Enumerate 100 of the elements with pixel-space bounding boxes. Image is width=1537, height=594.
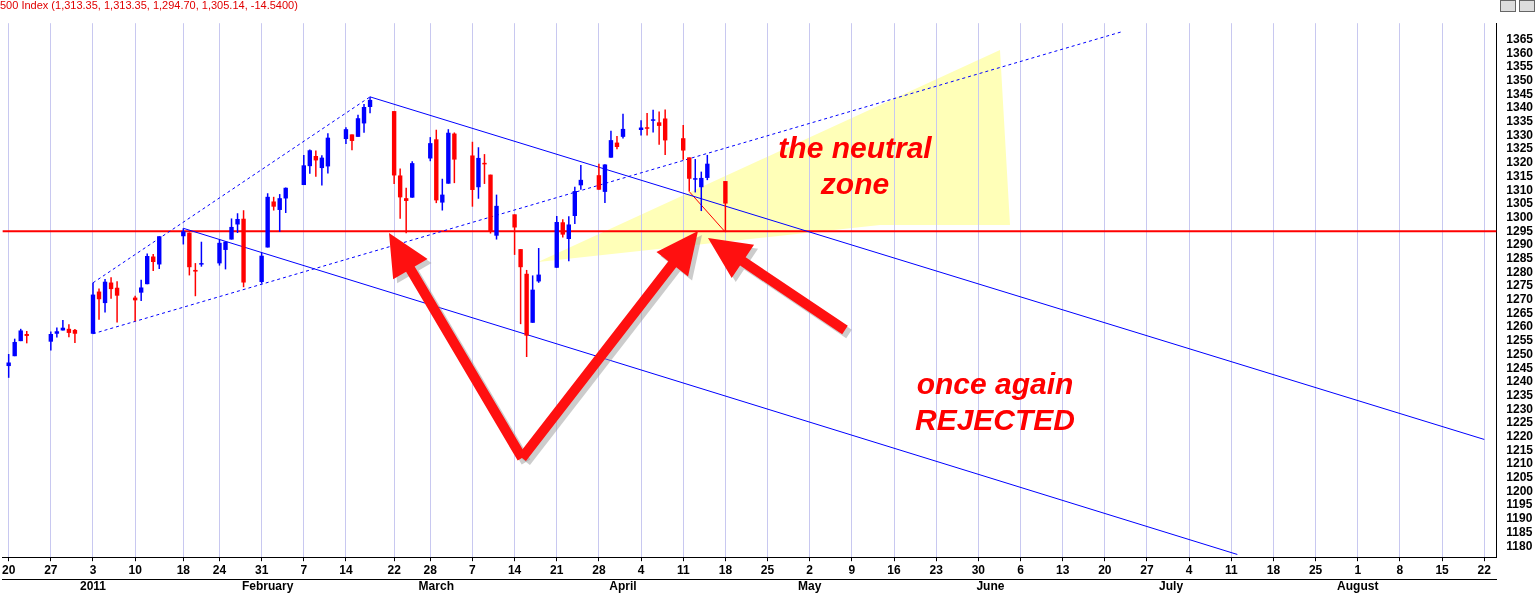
x-tick-label: 24 bbox=[212, 562, 227, 577]
candlestick bbox=[620, 113, 626, 140]
x-tick-label: 25 bbox=[760, 562, 775, 577]
x-tick-label: 13 bbox=[1055, 562, 1070, 577]
y-tick-label: 1365 bbox=[1506, 31, 1534, 46]
x-tick-label: 22 bbox=[1477, 562, 1492, 577]
x-tick-label: 25 bbox=[1308, 562, 1323, 577]
x-tick-label: 18 bbox=[176, 562, 191, 577]
candlestick bbox=[596, 162, 602, 191]
x-tick-label: 28 bbox=[423, 562, 438, 577]
x-tick-label: 16 bbox=[887, 562, 902, 577]
y-tick-label: 1360 bbox=[1506, 45, 1534, 60]
y-tick-label: 1355 bbox=[1506, 59, 1534, 74]
candlestick bbox=[199, 240, 204, 268]
y-tick-label: 1205 bbox=[1506, 470, 1534, 485]
candlestick bbox=[656, 110, 662, 146]
candlestick bbox=[518, 248, 523, 325]
y-tick-label: 1235 bbox=[1506, 387, 1534, 402]
y-tick-label: 1315 bbox=[1506, 168, 1534, 183]
chart-title: 500 Index (1,313.35, 1,313.35, 1,294.70, 1,305.14, -14.5400) bbox=[0, 0, 298, 11]
y-tick-label: 1230 bbox=[1506, 401, 1534, 416]
y-tick-label: 1245 bbox=[1506, 360, 1534, 375]
x2-tick-label: June bbox=[976, 579, 1005, 594]
y-tick-label: 1225 bbox=[1506, 415, 1534, 430]
x-tick-label: 3 bbox=[89, 562, 97, 577]
candlestick bbox=[307, 148, 313, 175]
annotation: once again REJECTED bbox=[913, 366, 1076, 438]
y-tick-label: 1210 bbox=[1506, 456, 1534, 471]
x-tick-label: 4 bbox=[637, 562, 645, 577]
y-tick-label: 1285 bbox=[1506, 251, 1534, 266]
y-tick-label: 1220 bbox=[1506, 429, 1534, 444]
x-tick-label: 30 bbox=[971, 562, 986, 577]
x-tick-label: 11 bbox=[676, 562, 690, 577]
x-tick-label: 22 bbox=[387, 562, 402, 577]
candlestick bbox=[138, 279, 144, 302]
y-tick-label: 1340 bbox=[1506, 100, 1534, 115]
candlestick bbox=[608, 130, 614, 159]
y-tick-label: 1345 bbox=[1506, 86, 1534, 101]
y-tick-label: 1275 bbox=[1506, 278, 1534, 293]
x-tick-label: 6 bbox=[1017, 562, 1025, 577]
x-tick-label: 23 bbox=[929, 562, 944, 577]
y-tick-label: 1195 bbox=[1506, 497, 1533, 512]
y-tick-label: 1300 bbox=[1506, 209, 1534, 224]
candlestick bbox=[650, 108, 656, 134]
x2-tick-label: 2011 bbox=[79, 579, 107, 594]
candlestick bbox=[301, 154, 306, 186]
y-tick-label: 1215 bbox=[1506, 442, 1534, 457]
x2-tick-label: March bbox=[418, 579, 454, 594]
x-tick-label: 27 bbox=[44, 562, 58, 577]
x-tick-label: 14 bbox=[339, 562, 353, 577]
y-tick-label: 1330 bbox=[1506, 127, 1534, 142]
x-tick-label: 21 bbox=[550, 562, 564, 577]
y-tick-label: 1280 bbox=[1506, 264, 1534, 279]
y-tick-label: 1320 bbox=[1506, 155, 1534, 170]
candlestick bbox=[54, 326, 60, 339]
y-tick-label: 1240 bbox=[1506, 374, 1534, 389]
y-tick-label: 1270 bbox=[1506, 292, 1534, 307]
y-tick-label: 1335 bbox=[1506, 114, 1534, 129]
candlestick bbox=[705, 154, 710, 181]
x-tick-label: 14 bbox=[507, 562, 522, 577]
x-tick-label: 1 bbox=[1354, 562, 1362, 577]
y-tick-label: 1265 bbox=[1506, 305, 1534, 320]
candlestick bbox=[566, 215, 571, 262]
candlestick bbox=[355, 113, 361, 138]
x-tick-label: 10 bbox=[128, 562, 143, 577]
y-tick-label: 1190 bbox=[1506, 511, 1533, 526]
y-tick-label: 1350 bbox=[1506, 73, 1534, 88]
candlestick bbox=[397, 167, 403, 220]
candlestick bbox=[681, 124, 686, 161]
x-tick-label: 18 bbox=[718, 562, 733, 577]
x-tick-label: 18 bbox=[1266, 562, 1281, 577]
x-tick-label: 4 bbox=[1185, 562, 1193, 577]
x-tick-label: 9 bbox=[848, 562, 856, 577]
candlestick bbox=[644, 112, 650, 137]
x2-tick-label: February bbox=[241, 579, 294, 594]
x-tick-label: 8 bbox=[1396, 562, 1404, 577]
x-tick-label: 15 bbox=[1435, 562, 1450, 577]
x-tick-label: 7 bbox=[469, 562, 477, 577]
candlestick bbox=[536, 247, 541, 284]
y-tick-label: 1260 bbox=[1506, 319, 1534, 334]
candlestick bbox=[235, 212, 240, 234]
y-tick-label: 1310 bbox=[1506, 182, 1534, 197]
candlestick bbox=[277, 193, 282, 233]
x-tick-label: 7 bbox=[300, 562, 308, 577]
y-tick-label: 1185 bbox=[1506, 524, 1533, 539]
y-tick-label: 1290 bbox=[1506, 237, 1534, 252]
y-tick-label: 1200 bbox=[1506, 483, 1534, 498]
candlestick bbox=[229, 217, 234, 241]
x-tick-label: 20 bbox=[1, 562, 16, 577]
x-tick-label: 2 bbox=[806, 562, 814, 577]
annotation: the neutral zone bbox=[777, 130, 933, 202]
candlestick bbox=[428, 136, 433, 162]
candlestick bbox=[48, 330, 54, 352]
x2-tick-label: July bbox=[1159, 579, 1184, 594]
x-tick-label: 31 bbox=[254, 562, 269, 577]
x2-tick-label: May bbox=[798, 579, 822, 594]
candlestick bbox=[193, 262, 198, 297]
y-tick-label: 1325 bbox=[1506, 141, 1534, 156]
y-tick-label: 1180 bbox=[1506, 538, 1533, 553]
candlestick bbox=[693, 158, 698, 194]
